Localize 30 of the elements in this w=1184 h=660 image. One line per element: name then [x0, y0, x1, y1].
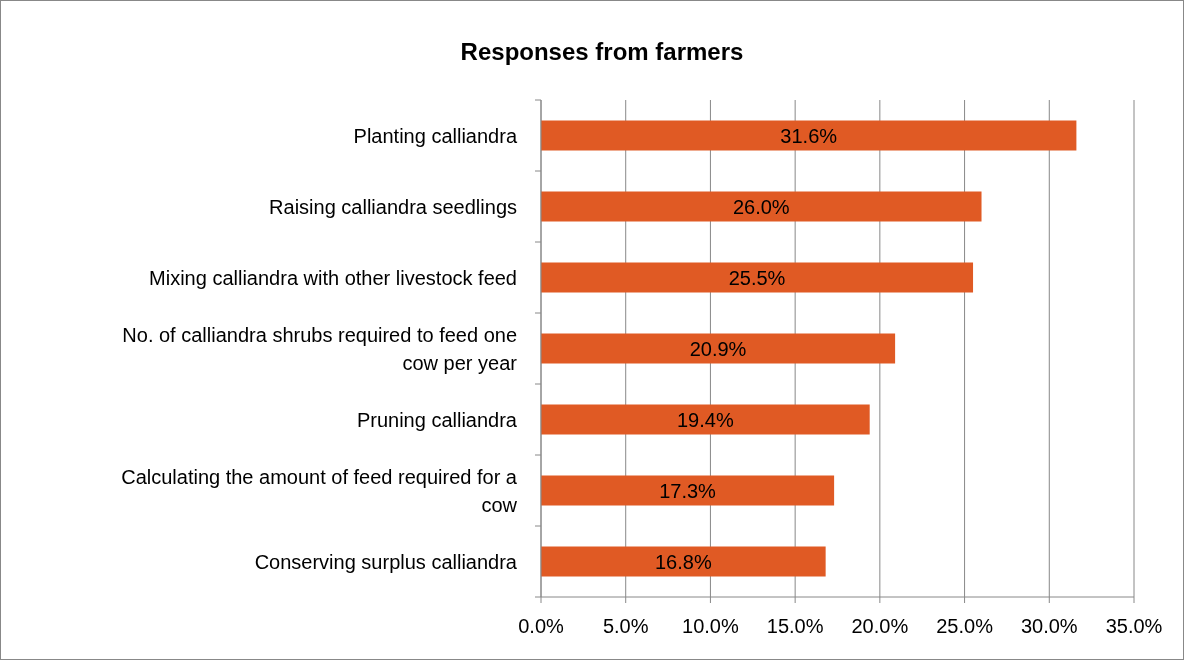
y-tick-label: No. of calliandra shrubs required to feed one cow per year [122, 323, 518, 374]
data-label: 17.3% [659, 479, 717, 502]
y-tick-label: Pruning calliandra [356, 408, 518, 431]
y-tick-label: Calculating the amount of feed required for a cow [121, 465, 518, 516]
bar [541, 191, 982, 222]
bar [541, 262, 974, 293]
y-tick-label: Mixing calliandra with other livestock feed [149, 266, 517, 289]
data-label: 31.6% [780, 124, 838, 147]
x-tick-label: 10.0% [682, 615, 739, 637]
x-tick-label: 0.0% [518, 615, 565, 637]
x-tick-label: 30.0% [1020, 615, 1078, 637]
y-tick-label: Planting calliandra [353, 124, 518, 147]
data-label: 26.0% [732, 195, 790, 218]
bar [541, 546, 826, 577]
x-tick-label: 5.0% [602, 615, 649, 637]
bar [541, 404, 870, 435]
bar [541, 120, 1077, 151]
bar [541, 333, 896, 364]
data-label: 16.8% [654, 550, 712, 573]
data-label: 19.4% [676, 408, 734, 431]
x-tick-label: 15.0% [766, 615, 824, 637]
y-tick-label: Raising calliandra seedlings [269, 195, 517, 218]
chart-title: Responses from farmers [460, 38, 744, 65]
data-label: 25.5% [728, 266, 786, 289]
x-tick-label: 25.0% [936, 615, 994, 637]
data-label: 20.9% [689, 337, 747, 360]
bar [541, 475, 835, 506]
x-tick-label: 20.0% [851, 615, 909, 637]
x-tick-label: 35.0% [1105, 615, 1163, 637]
y-tick-label: Conserving surplus calliandra [254, 550, 518, 573]
